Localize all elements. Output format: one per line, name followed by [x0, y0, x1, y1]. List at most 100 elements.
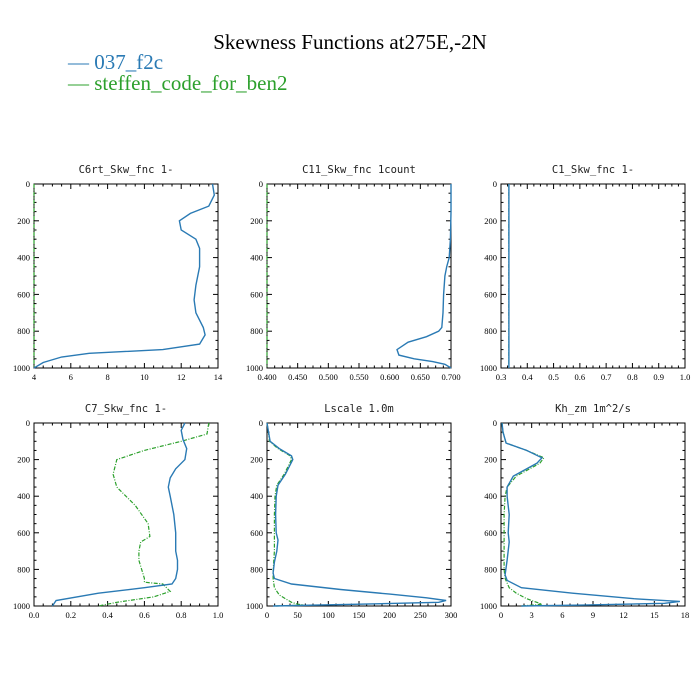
x-tick-label: 0.450 — [288, 372, 307, 382]
y-tick-label: 600 — [250, 289, 263, 299]
y-tick-label: 0 — [493, 179, 497, 189]
x-tick-label: 300 — [445, 610, 458, 620]
x-tick-label: 0.2 — [65, 610, 76, 620]
series-steffen-code-line — [98, 422, 210, 607]
plot-frame — [33, 183, 219, 369]
legend-label: 037_f2c — [94, 50, 164, 74]
x-tick-label: 0.6 — [575, 372, 586, 382]
x-tick-label: 0.4 — [522, 372, 533, 382]
y-tick-label: 400 — [484, 491, 497, 501]
x-tick-label: 6 — [560, 610, 564, 620]
x-tick-label: 18 — [681, 610, 690, 620]
x-tick-label: 0.650 — [411, 372, 430, 382]
legend-entry-037-f2c: — 037_f2c — [68, 50, 164, 74]
series-steffen-code-line — [501, 422, 545, 607]
x-tick-label: 0.3 — [496, 372, 507, 382]
y-tick-label: 200 — [484, 216, 497, 226]
x-tick-label: 100 — [322, 610, 335, 620]
x-tick-label: 12 — [177, 372, 186, 382]
plot-frame — [33, 422, 219, 607]
y-tick-label: 400 — [250, 253, 263, 263]
y-tick-label: 0 — [259, 179, 263, 189]
figure-title: Skewness Functions at275E,-2N — [213, 30, 487, 54]
legend-entry-steffen-code: — steffen_code_for_ben2 — [68, 71, 288, 95]
x-tick-label: 0.600 — [380, 372, 399, 382]
x-tick-label: 0.500 — [319, 372, 338, 382]
y-tick-label: 600 — [17, 289, 30, 299]
x-tick-label: 0.400 — [257, 372, 276, 382]
y-tick-label: 800 — [250, 326, 263, 336]
y-tick-label: 600 — [17, 528, 30, 538]
y-tick-label: 1000 — [480, 363, 497, 373]
subplot-title: C7_Skw_fnc 1- — [85, 403, 167, 415]
y-tick-label: 1000 — [246, 363, 263, 373]
subplot-title: Kh_zm 1m^2/s — [555, 403, 631, 415]
x-tick-label: 0.9 — [653, 372, 664, 382]
y-tick-label: 200 — [17, 455, 30, 465]
y-tick-label: 200 — [250, 216, 263, 226]
series-steffen-code-line — [266, 422, 304, 607]
y-tick-label: 400 — [17, 491, 30, 501]
x-tick-label: 0.8 — [627, 372, 638, 382]
y-tick-label: 200 — [250, 455, 263, 465]
y-tick-label: 200 — [17, 216, 30, 226]
series-037-f2c-line — [501, 422, 680, 607]
plot-frame — [266, 422, 452, 607]
y-tick-label: 800 — [250, 564, 263, 574]
x-tick-label: 0.6 — [139, 610, 150, 620]
subplot-title: C1_Skw_fnc 1- — [552, 164, 634, 176]
x-tick-label: 250 — [414, 610, 427, 620]
y-tick-label: 1000 — [246, 601, 263, 611]
y-tick-label: 1000 — [13, 363, 30, 373]
x-tick-label: 0 — [499, 610, 503, 620]
y-tick-label: 600 — [484, 289, 497, 299]
y-tick-label: 1000 — [480, 601, 497, 611]
y-tick-label: 600 — [250, 528, 263, 538]
y-tick-label: 200 — [484, 455, 497, 465]
x-tick-label: 3 — [530, 610, 534, 620]
subplot-title: C6rt_Skw_fnc 1- — [79, 164, 174, 176]
subplot-title: Lscale 1.0m — [324, 403, 394, 415]
legend-label: steffen_code_for_ben2 — [94, 71, 288, 95]
x-tick-label: 12 — [619, 610, 628, 620]
subplot-title: C11_Skw_fnc 1count — [302, 164, 416, 176]
subplot-2: C11_Skw_fnc 1count 0 200 400 600 800 10000.400… — [246, 164, 461, 382]
x-tick-label: 0.5 — [548, 372, 559, 382]
y-tick-label: 800 — [484, 564, 497, 574]
series-037-f2c-line — [33, 183, 216, 369]
x-tick-label: 10 — [140, 372, 149, 382]
y-tick-label: 0 — [26, 418, 30, 428]
y-tick-label: 0 — [493, 418, 497, 428]
series-037-f2c-line — [51, 422, 188, 607]
plot-frame — [500, 183, 686, 369]
series-037-f2c-line — [396, 184, 452, 369]
x-tick-label: 0.550 — [349, 372, 368, 382]
x-tick-label: 50 — [293, 610, 302, 620]
y-tick-label: 400 — [484, 253, 497, 263]
plot-frame — [500, 422, 686, 607]
x-tick-label: 15 — [650, 610, 659, 620]
x-tick-label: 9 — [591, 610, 595, 620]
x-tick-label: 6 — [69, 372, 73, 382]
x-tick-label: 0.7 — [601, 372, 612, 382]
y-tick-label: 600 — [484, 528, 497, 538]
x-tick-label: 200 — [383, 610, 396, 620]
x-tick-label: 4 — [32, 372, 37, 382]
series-037-f2c-line — [266, 422, 447, 607]
y-tick-label: 400 — [250, 491, 263, 501]
x-tick-label: 0 — [265, 610, 269, 620]
x-tick-label: 0.0 — [29, 610, 40, 620]
x-tick-label: 1.0 — [680, 372, 691, 382]
y-tick-label: 800 — [17, 564, 30, 574]
y-tick-label: 800 — [17, 326, 30, 336]
y-tick-label: 800 — [484, 326, 497, 336]
x-tick-label: 0.700 — [441, 372, 460, 382]
x-tick-label: 0.4 — [102, 610, 113, 620]
y-tick-label: 0 — [26, 179, 30, 189]
x-tick-label: 0.8 — [176, 610, 187, 620]
